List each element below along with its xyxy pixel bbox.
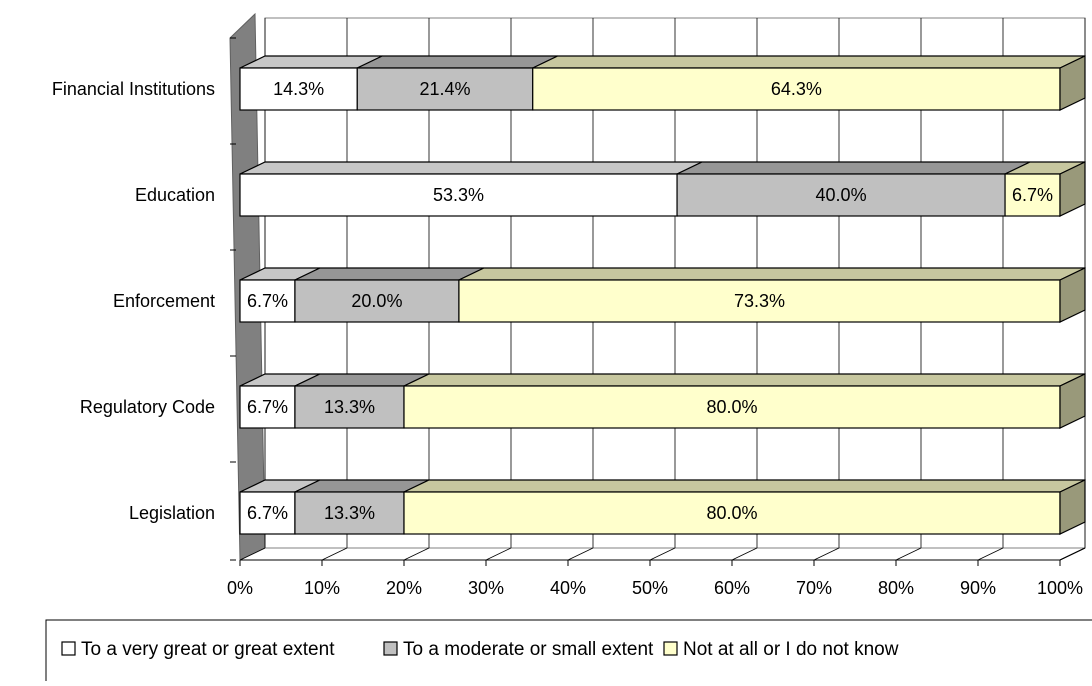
x-tick-label: 90% [960,578,996,598]
data-label: 64.3% [771,79,822,99]
legend-swatch [383,641,398,656]
data-label: 13.3% [324,397,375,417]
legend-label: To a very great or great extent [81,639,335,660]
bar [1004,173,1061,217]
bar-side [1059,161,1086,217]
data-label: 13.3% [324,503,375,523]
bar [532,67,1061,111]
category-label: Regulatory Code [80,397,215,417]
floor-gridline [813,547,840,561]
bar [294,491,405,535]
x-tick-label: 30% [468,578,504,598]
bar [239,385,296,429]
legend-swatch [61,641,76,656]
x-axis-end-line [1059,547,1086,561]
bar [403,385,1061,429]
bar [403,491,1061,535]
data-label: 14.3% [273,79,324,99]
category-label: Education [135,185,215,205]
bar-side [1059,55,1086,111]
bar-side [1059,373,1086,429]
bar-side [1059,267,1086,323]
bar [676,173,1006,217]
x-tick-label: 100% [1037,578,1083,598]
category-label: Financial Institutions [52,79,215,99]
data-label: 53.3% [433,185,484,205]
data-label: 73.3% [734,291,785,311]
floor-gridline [895,547,922,561]
x-tick-label: 70% [796,578,832,598]
data-label: 6.7% [247,503,288,523]
legend-swatch [663,641,678,656]
data-label: 6.7% [1012,185,1053,205]
bar-top [239,161,703,175]
bar-top [676,161,1031,175]
x-tick-label: 80% [878,578,914,598]
bar-top [357,55,558,69]
data-label: 40.0% [816,185,867,205]
floor-gridline [485,547,512,561]
legend-label: To a moderate or small extent [403,639,654,660]
bar [356,67,534,111]
bar-side [1059,479,1086,535]
floor-gridline [977,547,1004,561]
data-label: 80.0% [706,397,757,417]
bar [294,279,460,323]
floor-gridline [649,547,676,561]
bar [239,67,358,111]
data-label: 6.7% [247,397,288,417]
floor-gridline [239,547,266,561]
bar [239,173,678,217]
floor-gridline [321,547,348,561]
legend-label: Not at all or I do not know [683,639,899,660]
data-label: 6.7% [247,291,288,311]
floor-gridline [403,547,430,561]
x-tick-label: 20% [386,578,422,598]
x-tick-label: 60% [714,578,750,598]
category-label: Legislation [129,503,215,523]
x-tick-label: 10% [304,578,340,598]
x-tick-label: 0% [227,578,253,598]
legend-box [45,619,1092,683]
bar-top [532,55,1086,69]
floor-gridline [731,547,758,561]
bar [239,491,296,535]
x-tick-label: 50% [632,578,668,598]
bar-top [458,267,1086,281]
data-label: 20.0% [351,291,402,311]
data-label: 21.4% [419,79,470,99]
bar-top [403,479,1086,493]
bar [294,385,405,429]
bar-top [403,373,1086,387]
bar-top [294,267,485,281]
data-label: 80.0% [706,503,757,523]
x-tick-label: 40% [550,578,586,598]
floor-gridline [567,547,594,561]
category-label: Enforcement [113,291,215,311]
